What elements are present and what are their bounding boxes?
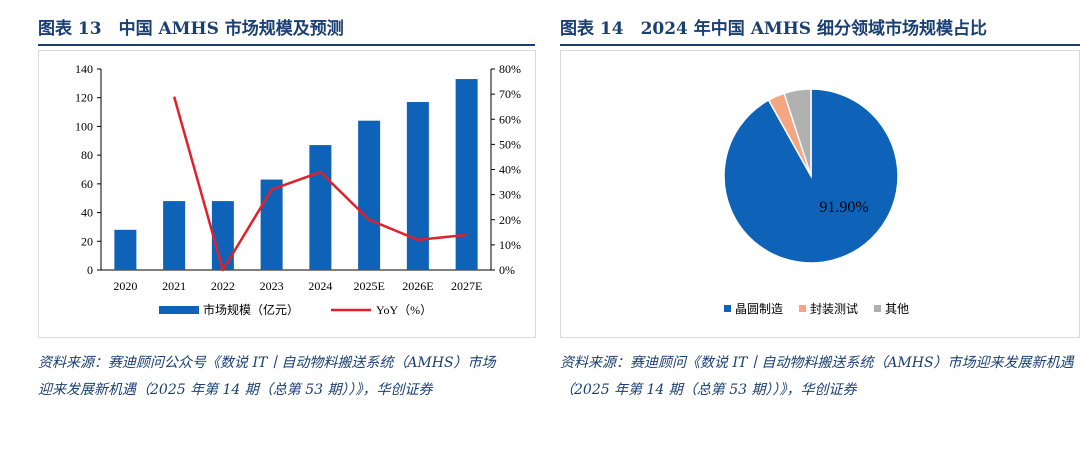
figure-13-title: 图表 13 中国 AMHS 市场规模及预测 xyxy=(38,19,344,39)
left-axis-tick-label: 100 xyxy=(75,119,93,133)
legend-swatch xyxy=(724,305,731,312)
legend-swatch xyxy=(799,305,806,312)
legend-bar-label: 市场规模（亿元） xyxy=(203,302,299,317)
right-axis-tick-label: 80% xyxy=(499,62,521,76)
left-axis-tick-label: 80 xyxy=(81,148,93,162)
right-axis-tick-label: 60% xyxy=(499,112,521,126)
figure-14-source: 资料来源：赛迪顾问《数说 IT丨自动物料搬送系统（AMHS）市场迎来发展新机遇（… xyxy=(560,355,1074,398)
bar xyxy=(406,102,429,270)
bar xyxy=(163,201,186,270)
left-axis-tick-label: 60 xyxy=(81,177,93,191)
yoy-line xyxy=(172,96,467,272)
left-axis-tick-label: 20 xyxy=(81,234,93,248)
segment-share-pie-chart: 91.90% 晶圆制造 封装测试 其他 xyxy=(723,88,909,316)
figure-13-source: 资料来源：赛迪顾问公众号《数说 IT丨自动物料搬送系统（AMHS）市场迎来发展新… xyxy=(38,355,496,398)
x-axis-tick-label: 2020 xyxy=(113,279,137,293)
right-axis-tick-label: 20% xyxy=(499,213,521,227)
x-axis-tick-label: 2023 xyxy=(260,279,284,293)
right-axis-tick-label: 10% xyxy=(499,238,521,252)
right-axis-tick-label: 70% xyxy=(499,87,521,101)
right-axis-tick-label: 40% xyxy=(499,163,521,177)
legend-swatch xyxy=(874,305,881,312)
chart-frame: 0 20 40 60 80 100 120 140 0% 10% 20% 30% 40% 50% 60% 70… xyxy=(38,50,536,338)
figure-14-title: 图表 14 2024 年中国 AMHS 细分领域市场规模占比 xyxy=(560,19,987,39)
x-axis-tick-label: 2022 xyxy=(211,279,235,293)
x-axis-tick-label: 2027E xyxy=(451,279,482,293)
bar xyxy=(358,120,381,270)
left-axis-tick-label: 120 xyxy=(75,91,93,105)
right-axis-tick-label: 30% xyxy=(499,188,521,202)
chart-frame: 91.90% 晶圆制造 封装测试 其他 xyxy=(560,50,1080,338)
bar xyxy=(309,145,332,270)
x-axis-tick-label: 2026E xyxy=(402,279,433,293)
pie-slice xyxy=(783,88,812,177)
legend-label: 封装测试 xyxy=(810,301,858,316)
title-rule xyxy=(560,44,1080,46)
legend-bar-swatch xyxy=(159,306,199,314)
legend-label: 晶圆制造 xyxy=(735,302,783,316)
legend-label: 其他 xyxy=(885,302,909,316)
right-axis-tick-label: 0% xyxy=(499,263,515,277)
x-axis-tick-label: 2024 xyxy=(308,279,332,293)
bar xyxy=(455,79,478,270)
title-rule xyxy=(38,44,535,46)
pie-slice-label: 91.90% xyxy=(819,199,868,216)
market-size-chart: 0 20 40 60 80 100 120 140 0% 10% 20% 30% 40% 50% 60% 70… xyxy=(75,62,521,317)
left-axis-tick-label: 0 xyxy=(87,263,93,277)
x-axis-tick-label: 2021 xyxy=(162,279,186,293)
bar xyxy=(114,229,137,270)
right-axis-tick-label: 50% xyxy=(499,137,521,151)
bar xyxy=(260,179,283,270)
x-axis-tick-label: 2025E xyxy=(353,279,384,293)
left-axis-tick-label: 140 xyxy=(75,62,93,76)
legend-line-label: YoY（%） xyxy=(376,303,432,317)
left-axis-tick-label: 40 xyxy=(81,206,93,220)
